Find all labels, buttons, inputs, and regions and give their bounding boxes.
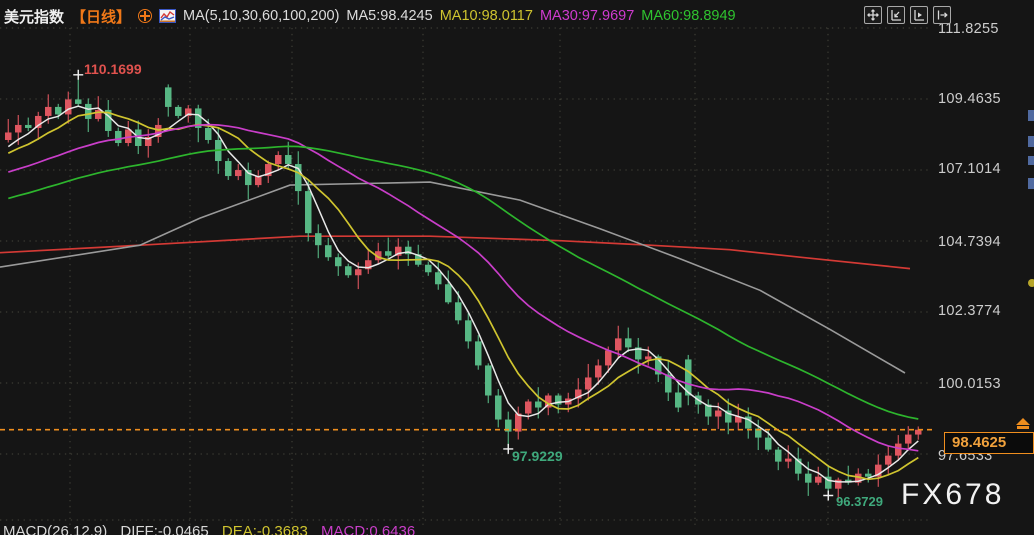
price-alert-arrow-icon[interactable] bbox=[1015, 418, 1031, 429]
macd-diff-value: DIFF:-0.0465 bbox=[120, 523, 209, 535]
axis-label-1: 111.8255 bbox=[938, 21, 999, 37]
chart-header: 美元指数 【日线】 MA(5,10,30,60,100,200) MA5:98.… bbox=[4, 5, 736, 27]
swing-low-label-1: 97.9229 bbox=[512, 448, 563, 464]
ma5-value: MA5:98.4245 bbox=[346, 8, 433, 24]
swing-low-label-2: 96.3729 bbox=[836, 494, 883, 509]
pan-crosshair-icon[interactable] bbox=[864, 6, 882, 24]
edge-tool-dot-icon[interactable] bbox=[1028, 279, 1034, 287]
axis-label-2: 109.4635 bbox=[938, 91, 1001, 107]
ma10-value: MA10:98.0117 bbox=[439, 8, 533, 24]
axis-label-4: 104.7394 bbox=[938, 234, 1001, 250]
period-label[interactable]: 【日线】 bbox=[71, 8, 132, 26]
axis-label-6: 100.0153 bbox=[938, 376, 1001, 392]
fx678-watermark: FX678 bbox=[901, 478, 1005, 511]
globe-plus-icon[interactable] bbox=[138, 9, 153, 23]
ma60-value: MA60:98.8949 bbox=[641, 8, 736, 24]
chart-toolbar bbox=[864, 6, 951, 24]
edge-tool-icon[interactable] bbox=[1028, 156, 1034, 165]
current-price-tag[interactable]: 98.4625 bbox=[944, 432, 1034, 454]
axis-label-3: 107.1014 bbox=[938, 161, 1001, 177]
macd-header-row: MACD(26,12,9) DIFF:-0.0465 DEA:-0.3683 M… bbox=[3, 523, 424, 535]
edge-tool-icon[interactable] bbox=[1028, 178, 1034, 189]
swing-high-label: 110.1699 bbox=[84, 61, 142, 77]
edge-tool-icon[interactable] bbox=[1028, 136, 1034, 147]
macd-value: MACD:0.6436 bbox=[320, 523, 416, 535]
edge-tool-icon[interactable] bbox=[1028, 110, 1034, 121]
ma30-value: MA30:97.9697 bbox=[539, 8, 635, 24]
macd-params-label: MACD(26,12,9) bbox=[3, 523, 108, 535]
ma-group-label: MA(5,10,30,60,100,200) bbox=[183, 8, 340, 24]
symbol-title: 美元指数 bbox=[4, 8, 65, 26]
zoom-axis-play-icon[interactable] bbox=[910, 6, 928, 24]
chart-style-icon[interactable] bbox=[159, 9, 177, 23]
macd-dea-value: DEA:-0.3683 bbox=[221, 523, 308, 535]
shift-right-icon[interactable] bbox=[933, 6, 951, 24]
zoom-axis-left-icon[interactable] bbox=[887, 6, 905, 24]
axis-label-5: 102.3774 bbox=[938, 303, 1001, 319]
